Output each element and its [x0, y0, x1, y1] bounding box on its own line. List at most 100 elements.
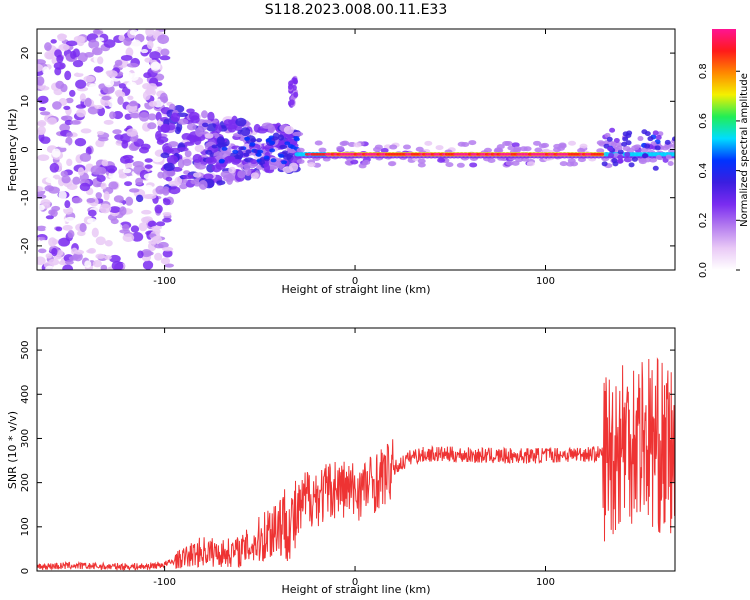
spectrogram-cell: [96, 174, 106, 183]
spectrogram-cell: [237, 170, 246, 179]
spectrogram-cell: [66, 132, 74, 138]
spectrogram-cell: [37, 120, 47, 128]
spectrogram-cell: [437, 157, 446, 163]
spectrogram-cell: [198, 179, 208, 190]
spectrogram-cell: [37, 204, 45, 211]
spectrogram-cell: [148, 100, 158, 107]
spectrogram-cell: [85, 146, 92, 156]
snr-x-ticks: -100 0 100: [153, 328, 555, 588]
spectrogram-cell: [88, 240, 95, 248]
spectrogram-cell: [160, 152, 170, 159]
spectrogram-cell: [179, 183, 188, 190]
spectrogram-cell: [37, 76, 45, 86]
spectrogram-cell: [445, 162, 454, 168]
spectrogram-cell: [73, 249, 85, 255]
spectrogram-cell: [314, 140, 323, 146]
spectrogram-cell: [157, 171, 164, 179]
spectrogram-cell: [206, 123, 218, 132]
spectrogram-cell: [166, 154, 178, 165]
spectrogram-cell: [596, 148, 605, 154]
spectrogram-cell: [100, 264, 108, 270]
spectrogram-cell: [108, 181, 119, 190]
spectrogram-cell: [160, 59, 168, 64]
spectrogram-cell: [152, 235, 162, 244]
spectrogram-cell: [159, 55, 171, 61]
spectrogram-cell: [204, 133, 214, 139]
spectrogram-cell: [182, 158, 192, 167]
spectrogram-cell: [103, 191, 110, 201]
spectrogram-cell: [231, 158, 241, 165]
spectrogram-cell: [138, 222, 148, 232]
spectrogram-cell: [144, 158, 153, 163]
spectrogram-cell: [205, 156, 217, 165]
spectrogram-cell: [87, 209, 97, 217]
spectrogram-cell: [100, 182, 107, 190]
spectrogram-cell: [86, 249, 95, 254]
spectrogram-cell: [48, 237, 57, 247]
spectrogram-cell: [122, 168, 132, 174]
spectrogram-cell: [457, 141, 466, 147]
spectrogram-cell: [162, 217, 172, 223]
spectrogram-cell: [129, 39, 142, 50]
spectrogram-cell: [515, 157, 524, 163]
spectrogram-cell: [662, 157, 669, 163]
spectrogram-cell: [155, 130, 162, 141]
spectrogram-cell: [511, 142, 520, 148]
spectrogram-cell: [79, 152, 92, 162]
spectrogram-cell: [424, 140, 433, 146]
spectrogram-cell: [37, 256, 46, 266]
spectrogram-cell: [114, 59, 123, 66]
spectrogram-cell: [245, 149, 252, 154]
spectrogram-cell: [82, 47, 93, 54]
spectrogram-cell: [655, 154, 662, 160]
spectrogram-cell: [147, 83, 158, 89]
snr-y-tick-label: 300: [20, 429, 31, 448]
spectrogram-cell: [109, 254, 121, 263]
spectrogram-cell: [641, 153, 648, 159]
spectrogram-cell: [107, 98, 116, 108]
spectrogram-cell: [49, 162, 60, 173]
spectrogram-cell: [655, 134, 662, 140]
spectrogram-cell: [128, 101, 138, 107]
spectrogram-cell: [144, 184, 153, 191]
spectrogram-cell: [566, 161, 575, 167]
colorbar: 0.0 0.2 0.4 0.6 0.8 Normalized spectral ampl…: [698, 29, 750, 278]
spectrogram-cell: [71, 197, 83, 204]
spectrogram-cell: [263, 163, 270, 173]
spectrogram-cell: [336, 145, 345, 151]
spectrogram-cell: [183, 141, 195, 146]
spectrogram-blobs: [37, 29, 675, 270]
spectrogram-cell: [84, 51, 94, 58]
spectrogram-cell: [104, 255, 112, 260]
spectrogram-cell: [119, 155, 131, 164]
spectrogram-cell: [284, 141, 291, 146]
spectrogram-cell: [163, 198, 171, 206]
spectrogram-cell: [468, 140, 477, 146]
spectrogram-cell: [160, 48, 170, 57]
spectrogram-cell: [58, 190, 67, 201]
spectrogram-cell: [142, 260, 154, 270]
spectrogram-cell: [52, 101, 62, 110]
spectrogram-cell: [272, 136, 279, 141]
spectrogram-cell: [122, 223, 130, 232]
spectrogram-cell: [105, 165, 118, 173]
colorbar-tick-label: 0.2: [698, 212, 709, 228]
spectrogram-cell: [37, 225, 47, 232]
spectrogram-cell: [101, 159, 109, 167]
spectrogram-cell: [195, 127, 204, 137]
spectrogram-cell: [456, 162, 465, 168]
spectrogram-cell: [339, 141, 348, 147]
spectrogram-cell: [168, 180, 180, 187]
spectrogram-cell: [283, 125, 294, 135]
spectrogram-cell: [270, 158, 277, 163]
spectrogram-cell: [48, 258, 60, 266]
spectrogram-cell: [502, 140, 511, 146]
spectrogram-cell: [221, 146, 228, 151]
spectrogram-cell: [267, 124, 276, 134]
spectrogram-cell: [129, 112, 141, 119]
spectrogram-cell: [162, 246, 174, 252]
spectrogram-cell: [402, 144, 411, 150]
spectrogram-cell: [526, 161, 535, 167]
spectrogram-cell: [94, 104, 104, 110]
spectrogram-cell: [154, 204, 163, 214]
